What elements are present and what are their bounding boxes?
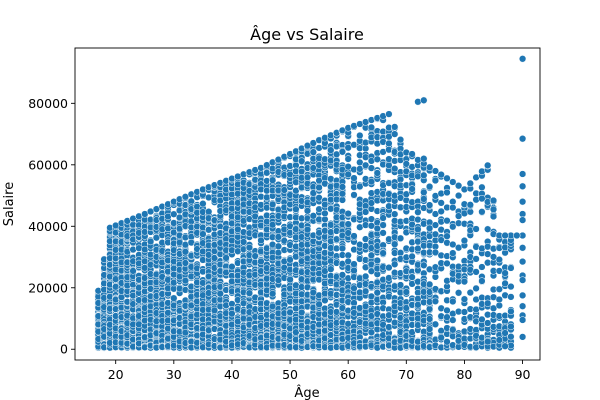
data-point <box>344 220 352 228</box>
data-point <box>408 185 416 193</box>
data-point <box>385 139 393 148</box>
data-point <box>181 248 190 256</box>
data-point <box>350 260 358 268</box>
data-point <box>205 208 213 216</box>
data-point <box>338 190 347 198</box>
data-point <box>391 240 399 248</box>
data-point <box>367 320 376 329</box>
data-point <box>216 290 224 298</box>
data-point <box>274 242 283 250</box>
data-point <box>338 244 347 253</box>
data-point <box>268 176 277 184</box>
data-point <box>396 136 405 144</box>
data-point <box>135 244 143 252</box>
data-point <box>408 252 416 261</box>
data-point <box>228 263 236 271</box>
data-point <box>402 288 410 296</box>
data-point <box>344 251 352 259</box>
data-point <box>367 123 376 132</box>
data-point <box>338 183 347 191</box>
data-point <box>350 266 358 275</box>
data-point <box>338 148 347 156</box>
data-point <box>315 300 323 308</box>
chart-title: Âge vs Salaire <box>250 25 364 44</box>
data-point <box>361 272 370 281</box>
data-point <box>286 275 294 284</box>
data-point <box>344 170 352 179</box>
data-point <box>170 294 178 302</box>
data-point <box>338 196 347 204</box>
data-point <box>146 237 155 246</box>
data-point <box>245 289 254 297</box>
data-point <box>303 207 312 215</box>
data-point <box>350 232 358 240</box>
data-point <box>379 229 387 237</box>
data-point <box>327 265 335 273</box>
data-point <box>373 256 381 265</box>
data-point <box>228 277 236 286</box>
data-point <box>350 191 358 199</box>
data-point <box>344 155 352 163</box>
data-point <box>228 236 236 245</box>
data-point <box>379 221 387 229</box>
data-point <box>356 131 364 140</box>
data-point <box>268 290 277 298</box>
data-point <box>350 174 358 182</box>
data-point <box>170 210 178 218</box>
data-point <box>367 189 376 197</box>
data-point <box>344 209 352 218</box>
data-point <box>391 260 399 268</box>
data-point <box>309 148 317 156</box>
data-point <box>199 200 207 208</box>
data-point <box>379 249 387 257</box>
data-point <box>391 123 399 131</box>
data-point <box>408 273 416 281</box>
data-point <box>129 267 137 275</box>
data-point <box>315 183 323 192</box>
data-point <box>373 169 381 177</box>
data-point <box>181 259 190 267</box>
data-point <box>396 234 405 242</box>
scatter-points <box>94 55 527 352</box>
data-point <box>391 210 399 218</box>
data-point <box>321 209 329 218</box>
data-point <box>303 225 312 234</box>
